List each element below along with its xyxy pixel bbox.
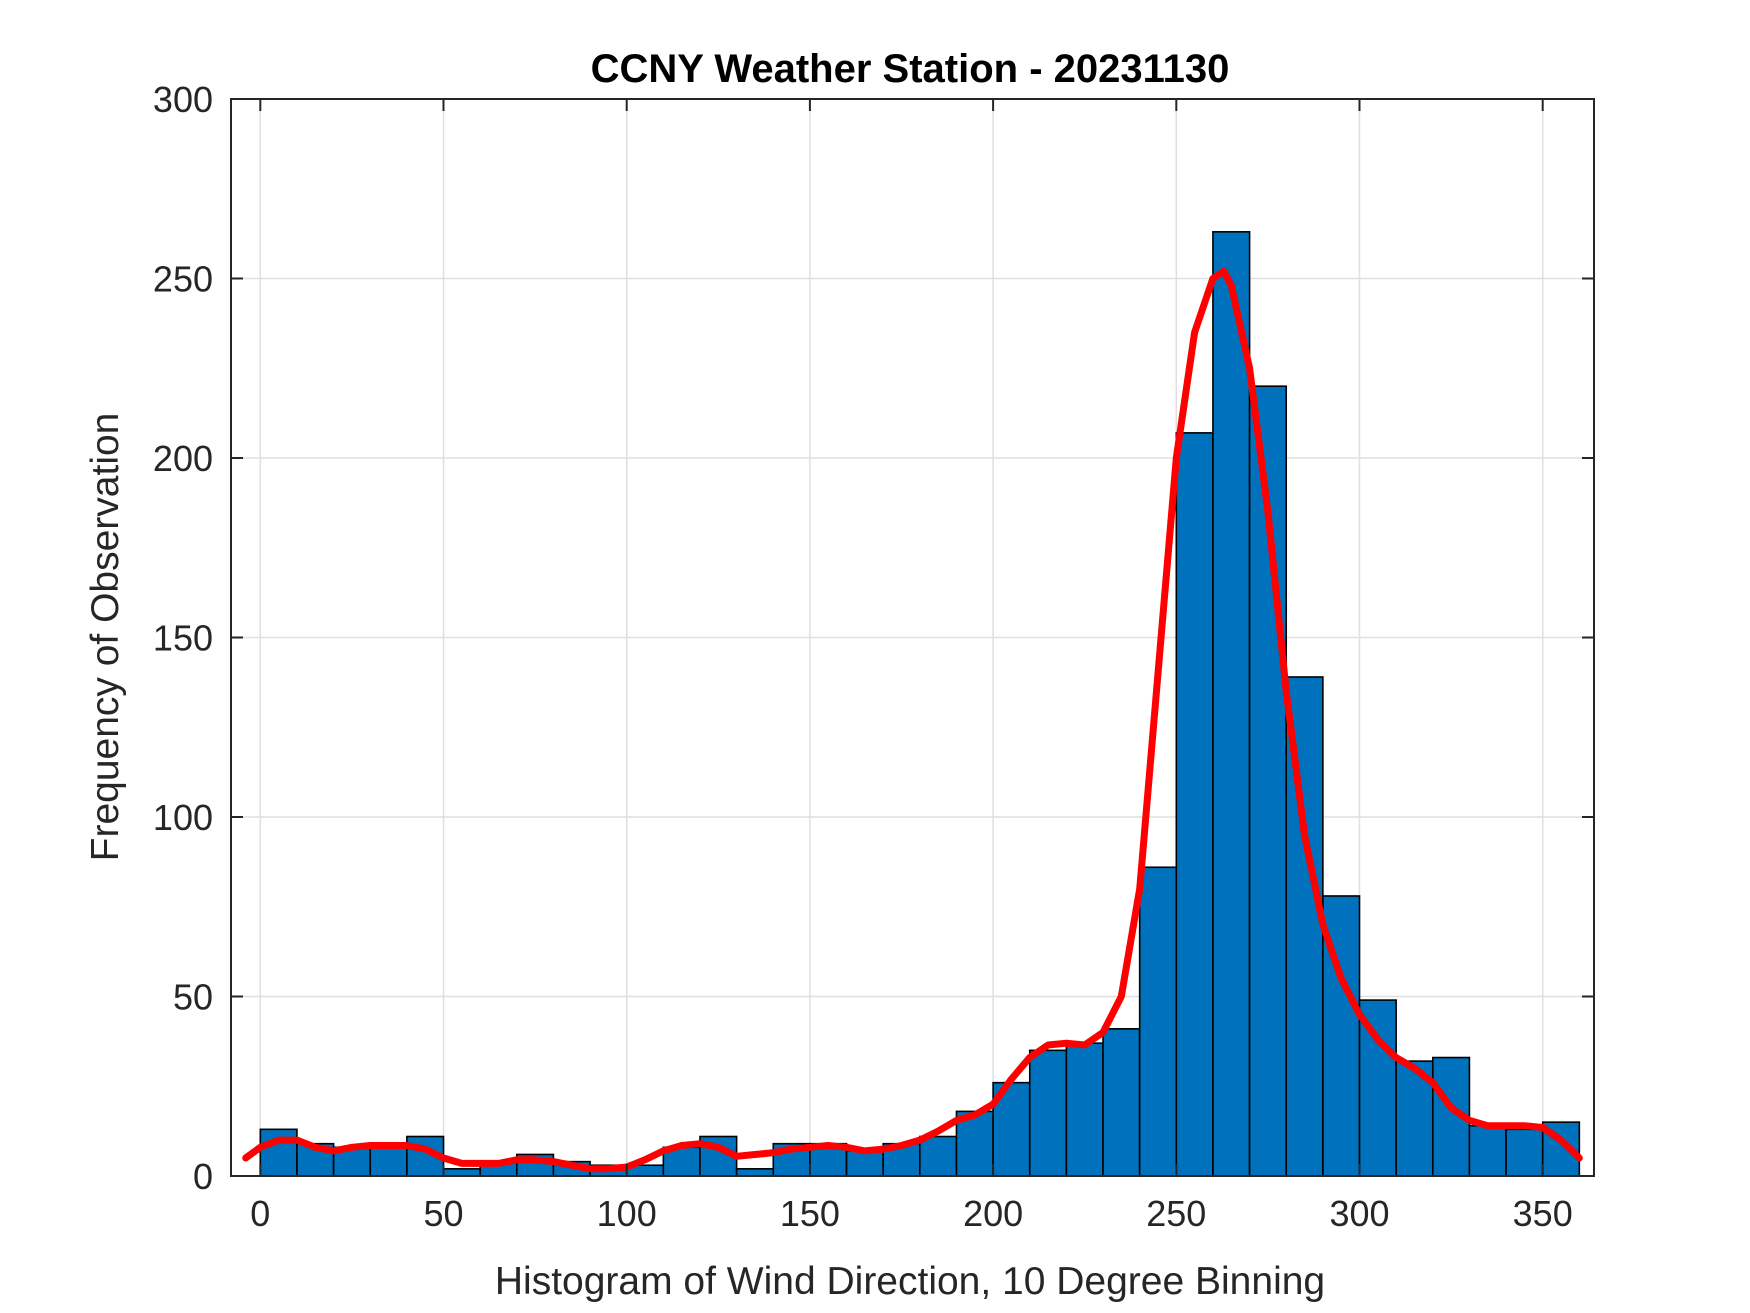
histogram-bar: [735, 1168, 775, 1177]
chart-title: CCNY Weather Station - 20231130: [591, 47, 1230, 91]
histogram-bar: [1102, 1028, 1141, 1177]
x-tick-label: 100: [597, 1193, 657, 1234]
y-tick-label: 200: [153, 438, 213, 479]
x-tick-label: 50: [423, 1193, 463, 1234]
y-tick-label: 0: [193, 1156, 213, 1197]
histogram-bar: [1138, 866, 1178, 1177]
histogram-bar: [442, 1168, 481, 1177]
fit-curve: [242, 267, 1583, 1173]
x-axis-label: Histogram of Wind Direction, 10 Degree B…: [495, 1260, 1325, 1303]
histogram-bar: [919, 1135, 958, 1177]
axis-ticks: [231, 98, 1594, 1177]
histogram-bar: [1028, 1049, 1068, 1177]
y-tick-label: 100: [153, 797, 213, 838]
histogram-bar: [1212, 231, 1251, 1177]
histogram-bar: [1468, 1124, 1507, 1177]
histogram-bar: [1322, 895, 1361, 1177]
y-tick-label: 250: [153, 259, 213, 300]
y-tick-label: 150: [153, 618, 213, 659]
x-tick-labels: 0 50 100 150 200 250 300 350: [250, 1193, 1572, 1234]
histogram-bar: [259, 1128, 298, 1177]
histogram-bars: [259, 231, 1581, 1177]
fit-curve-line: [242, 267, 1583, 1173]
x-tick-label: 0: [250, 1193, 270, 1234]
x-tick-label: 200: [963, 1193, 1023, 1234]
y-tick-label: 300: [153, 79, 213, 120]
y-axis-label: Frequency of Observation: [84, 413, 127, 862]
x-tick-label: 300: [1329, 1193, 1389, 1234]
y-tick-labels: 0 50 100 150 200 250 300: [153, 79, 213, 1197]
histogram-bar: [1065, 1042, 1104, 1177]
histogram-bar: [1175, 432, 1214, 1177]
histogram-bar: [845, 1150, 884, 1177]
x-tick-label: 150: [780, 1193, 840, 1234]
histogram-bar: [369, 1146, 408, 1177]
x-tick-label: 250: [1146, 1193, 1206, 1234]
x-tick-label: 350: [1513, 1193, 1573, 1234]
y-tick-label: 50: [173, 977, 213, 1018]
histogram-bar: [1505, 1128, 1544, 1177]
